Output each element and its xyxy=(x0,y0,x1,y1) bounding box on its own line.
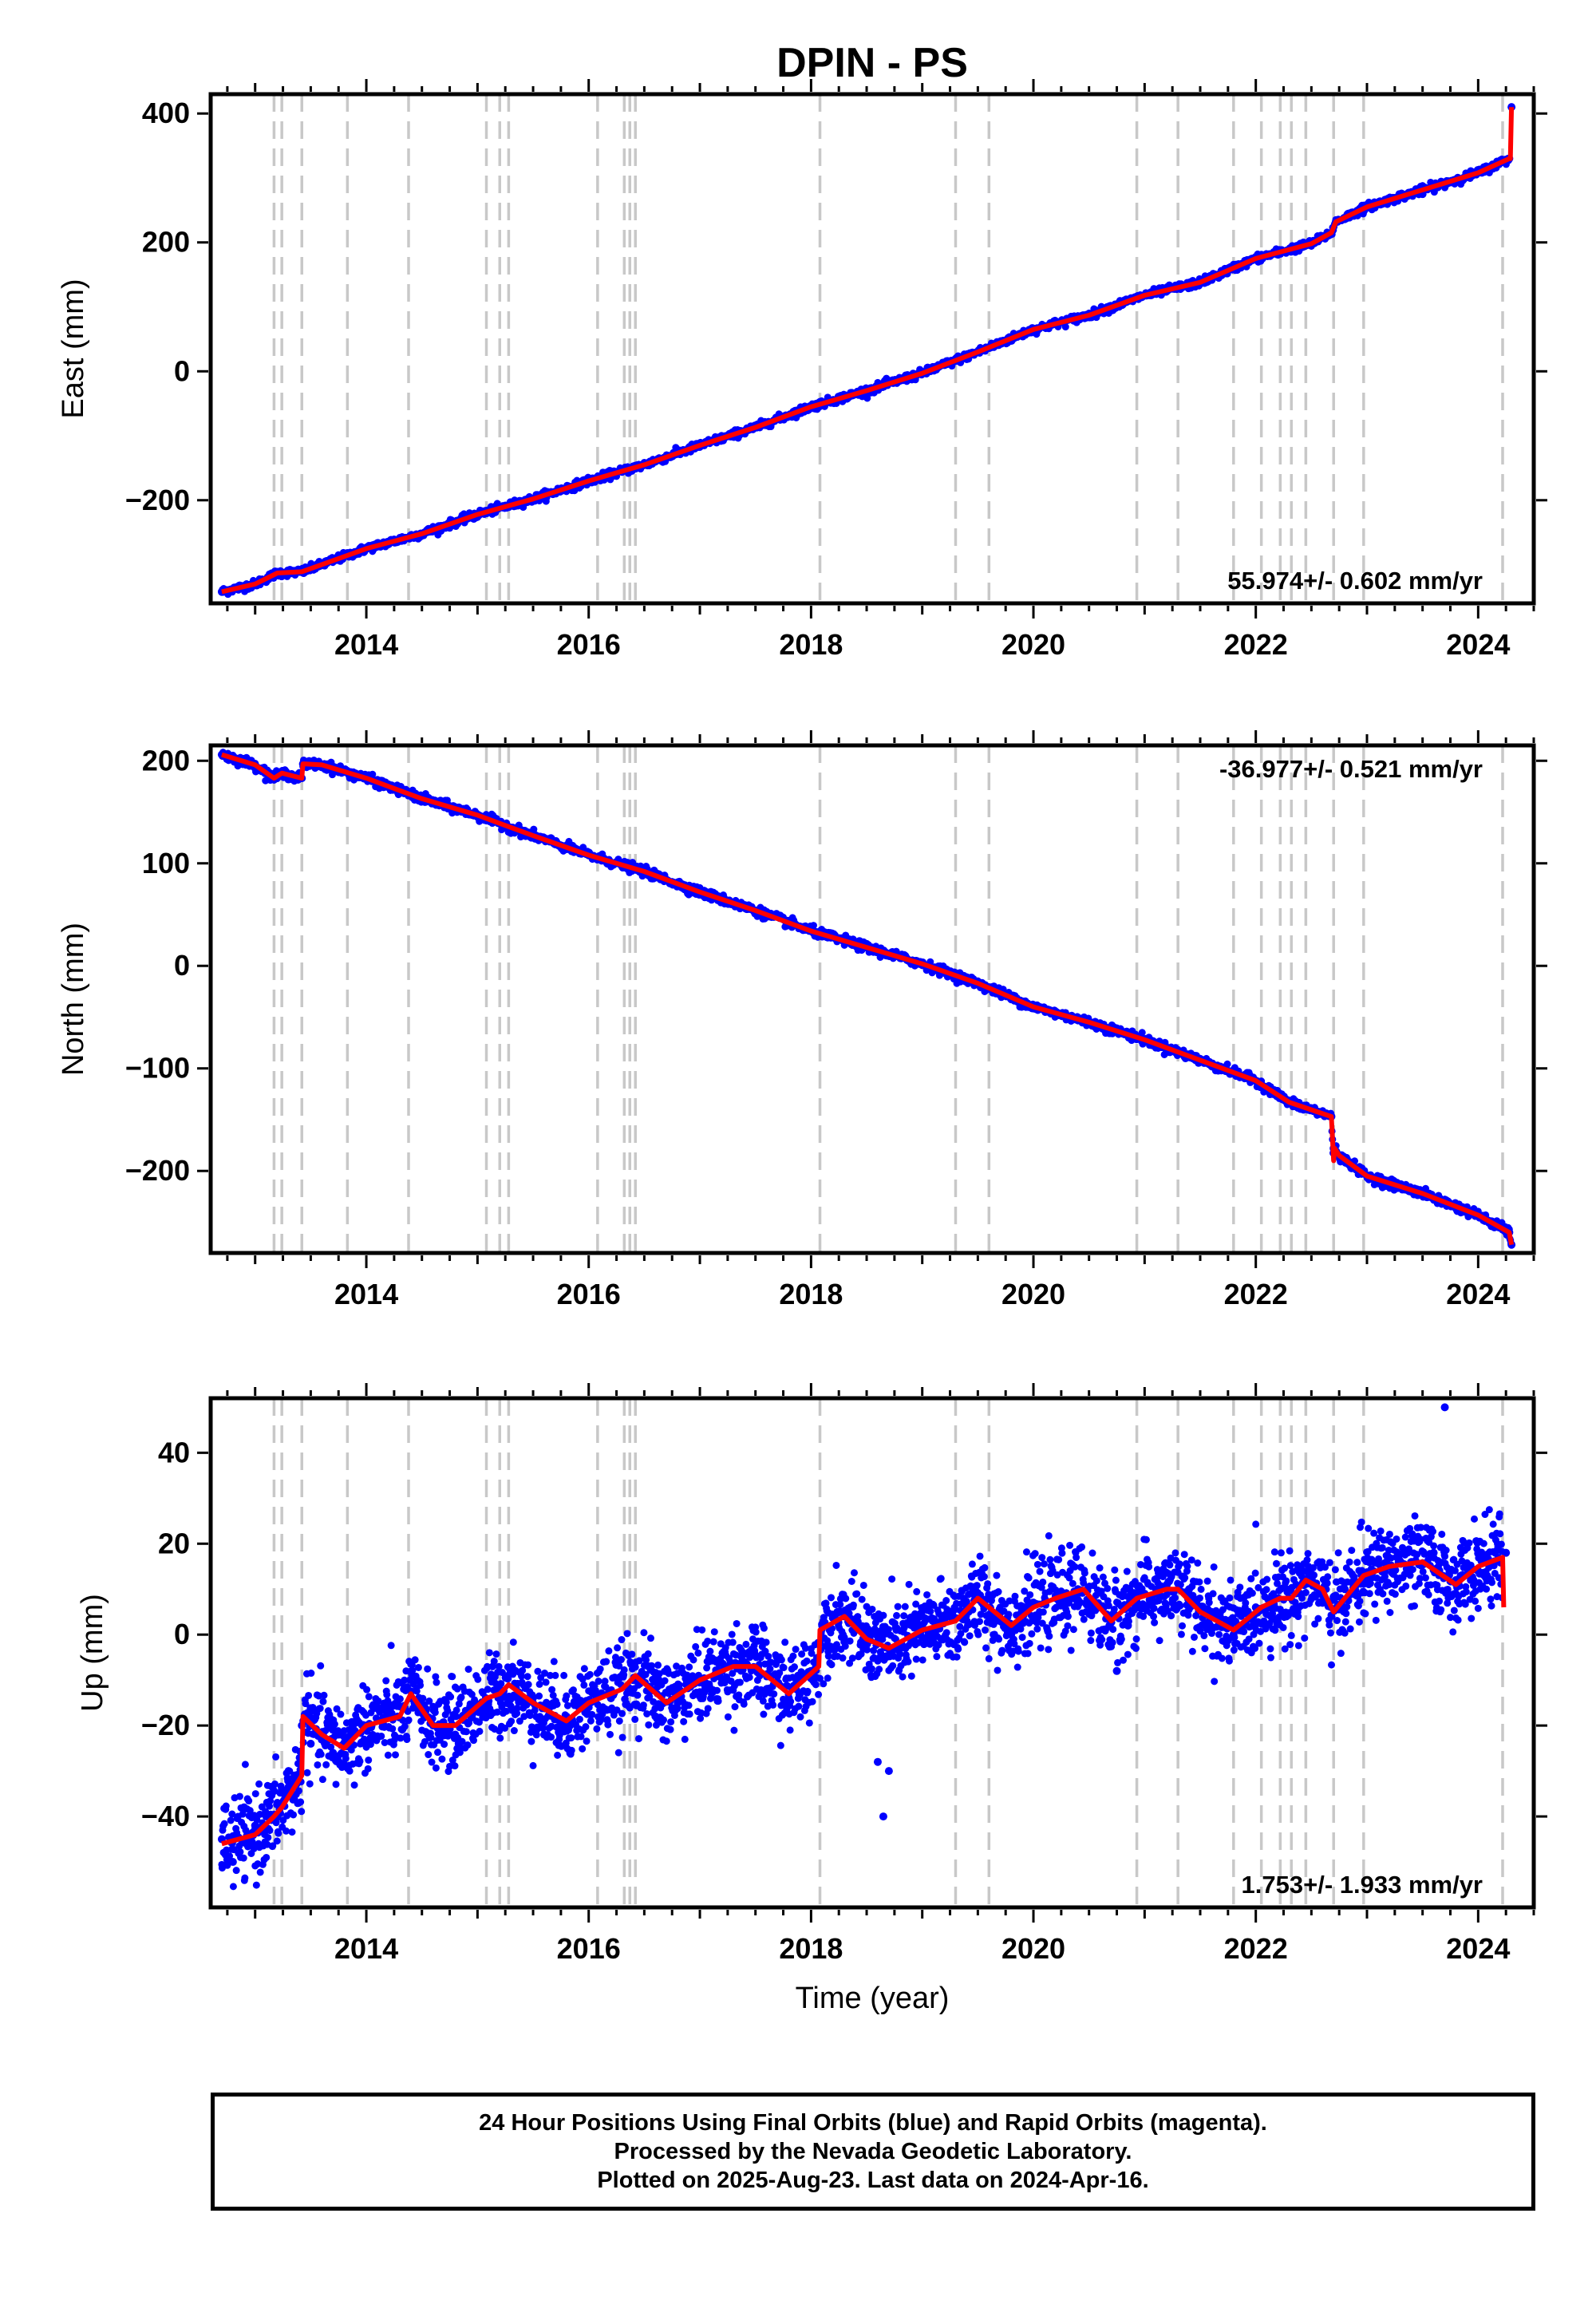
up-data-point xyxy=(320,1691,328,1699)
up-data-point xyxy=(363,1686,371,1694)
up-data-point xyxy=(330,1720,338,1728)
up-points xyxy=(217,1403,1511,1891)
up-data-point xyxy=(245,1797,253,1805)
up-data-point xyxy=(317,1750,325,1758)
up-data-point xyxy=(227,1816,235,1824)
up-data-point xyxy=(377,1732,385,1740)
north-y-tick-label: 200 xyxy=(142,744,190,777)
up-data-point xyxy=(332,1780,340,1788)
up-data-point xyxy=(252,1881,260,1889)
up-data-point xyxy=(346,1767,354,1775)
up-data-point xyxy=(290,1811,298,1819)
north-x-tick-label: 2020 xyxy=(1001,1278,1065,1310)
up-data-point xyxy=(873,1757,882,1766)
north-y-axis-label: North (mm) xyxy=(57,923,90,1076)
up-data-point xyxy=(879,1812,887,1821)
up-data-point xyxy=(226,1852,234,1860)
east-x-tick-label: 2014 xyxy=(334,628,398,661)
up-data-point xyxy=(225,1858,233,1866)
up-data-point xyxy=(298,1808,306,1816)
up-data-point xyxy=(275,1829,282,1837)
up-data-point xyxy=(365,1756,373,1764)
east-y-tick-label: 0 xyxy=(174,354,190,387)
up-data-point xyxy=(255,1780,263,1788)
north-x-tick-label: 2022 xyxy=(1224,1278,1288,1310)
up-data-point xyxy=(220,1820,228,1828)
up-data-point xyxy=(251,1790,259,1798)
north-data-point xyxy=(369,770,377,778)
east-y-tick-label: −200 xyxy=(125,484,190,516)
up-data-point xyxy=(1440,1403,1449,1412)
up-data-point xyxy=(314,1761,322,1769)
east-x-tick-label: 2018 xyxy=(779,628,843,661)
north-points xyxy=(217,749,1516,1249)
up-data-point xyxy=(272,1753,280,1761)
chart-title: DPIN - PS xyxy=(776,40,968,86)
north-y-tick-label: 100 xyxy=(142,847,190,879)
up-data-point xyxy=(884,1767,893,1776)
up-data-point xyxy=(1112,1666,1121,1675)
north-model-line xyxy=(221,752,1515,1246)
east-model-line xyxy=(221,107,1515,595)
up-data-point xyxy=(297,1798,305,1806)
east-y-tick-label: 400 xyxy=(142,97,190,129)
up-data-point xyxy=(317,1662,325,1670)
up-data-point xyxy=(364,1765,372,1773)
up-data-point xyxy=(241,1874,249,1882)
up-data-point xyxy=(241,1761,249,1769)
north-rate-label: -36.977+/- 0.521 mm/yr xyxy=(1219,755,1483,783)
east-x-tick-label: 2024 xyxy=(1446,628,1510,661)
east-panel: 2014 2016 2018 2020 2022 2024 −200 0 200 400 East … xyxy=(57,79,1547,661)
east-frame xyxy=(208,92,1536,606)
north-x-tick-label: 2014 xyxy=(334,1278,398,1310)
up-data-point xyxy=(305,1691,313,1699)
up-data-point xyxy=(322,1761,330,1769)
up-data-point xyxy=(306,1780,314,1788)
east-x-tick-label: 2016 xyxy=(557,628,621,661)
up-data-point xyxy=(316,1705,324,1713)
east-y-tick-label: 200 xyxy=(142,226,190,259)
up-data-point xyxy=(282,1827,290,1835)
up-data-point xyxy=(342,1754,350,1762)
east-points xyxy=(217,103,1516,599)
east-y-axis-label: East (mm) xyxy=(57,279,90,418)
north-panel: 2014 2016 2018 2020 2022 2024 −200 −100 0 100 200 N… xyxy=(57,730,1547,1310)
north-y-tick-label: −100 xyxy=(125,1052,190,1085)
up-data-point xyxy=(365,1693,373,1701)
east-rate-label: 55.974+/- 0.602 mm/yr xyxy=(1227,567,1483,595)
north-y-tick-label: 0 xyxy=(174,949,190,982)
up-data-point xyxy=(303,1769,311,1777)
north-x-tick-label: 2016 xyxy=(557,1278,621,1310)
up-data-point xyxy=(318,1776,326,1784)
up-data-point xyxy=(229,1883,237,1891)
up-data-point xyxy=(356,1757,364,1765)
up-data-point xyxy=(235,1792,243,1800)
up-data-point xyxy=(319,1697,327,1705)
east-x-tick-label: 2022 xyxy=(1224,628,1288,661)
up-data-point xyxy=(350,1781,358,1789)
east-data-point xyxy=(863,394,871,402)
north-data-point xyxy=(1223,1060,1231,1068)
up-data-point xyxy=(306,1739,315,1748)
up-data-point xyxy=(337,1710,345,1718)
up-data-point xyxy=(263,1853,271,1861)
up-data-point xyxy=(273,1837,281,1845)
east-data-point xyxy=(1061,323,1069,331)
up-data-point xyxy=(288,1828,296,1836)
up-data-point xyxy=(266,1827,274,1835)
north-x-tick-label: 2024 xyxy=(1446,1278,1510,1310)
north-data-point xyxy=(809,922,817,930)
up-data-point xyxy=(307,1670,315,1678)
up-data-point xyxy=(232,1867,240,1875)
up-data-point xyxy=(264,1833,272,1841)
north-y-tick-label: −200 xyxy=(125,1154,190,1187)
up-data-point xyxy=(327,1743,335,1751)
up-data-point xyxy=(256,1868,264,1876)
north-x-tick-label: 2018 xyxy=(779,1278,843,1310)
up-data-point xyxy=(222,1802,230,1810)
up-data-point xyxy=(239,1854,247,1862)
east-x-tick-label: 2020 xyxy=(1001,628,1065,661)
